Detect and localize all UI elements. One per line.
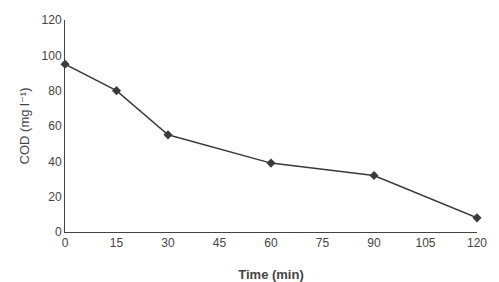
svg-text:120: 120 — [467, 236, 487, 250]
svg-text:75: 75 — [316, 236, 330, 250]
svg-text:15: 15 — [110, 236, 124, 250]
svg-text:90: 90 — [367, 236, 381, 250]
svg-text:0: 0 — [62, 236, 69, 250]
svg-text:45: 45 — [213, 236, 227, 250]
svg-text:60: 60 — [48, 119, 62, 133]
svg-text:30: 30 — [161, 236, 175, 250]
svg-text:Time (min): Time (min) — [238, 267, 304, 282]
svg-text:100: 100 — [42, 49, 62, 63]
svg-text:40: 40 — [48, 155, 62, 169]
svg-text:80: 80 — [48, 84, 62, 98]
svg-text:60: 60 — [264, 236, 278, 250]
svg-text:105: 105 — [415, 236, 435, 250]
svg-text:20: 20 — [48, 190, 62, 204]
svg-text:120: 120 — [42, 13, 62, 27]
svg-text:0: 0 — [55, 225, 62, 239]
svg-text:COD (mg l⁻¹): COD (mg l⁻¹) — [17, 88, 32, 165]
